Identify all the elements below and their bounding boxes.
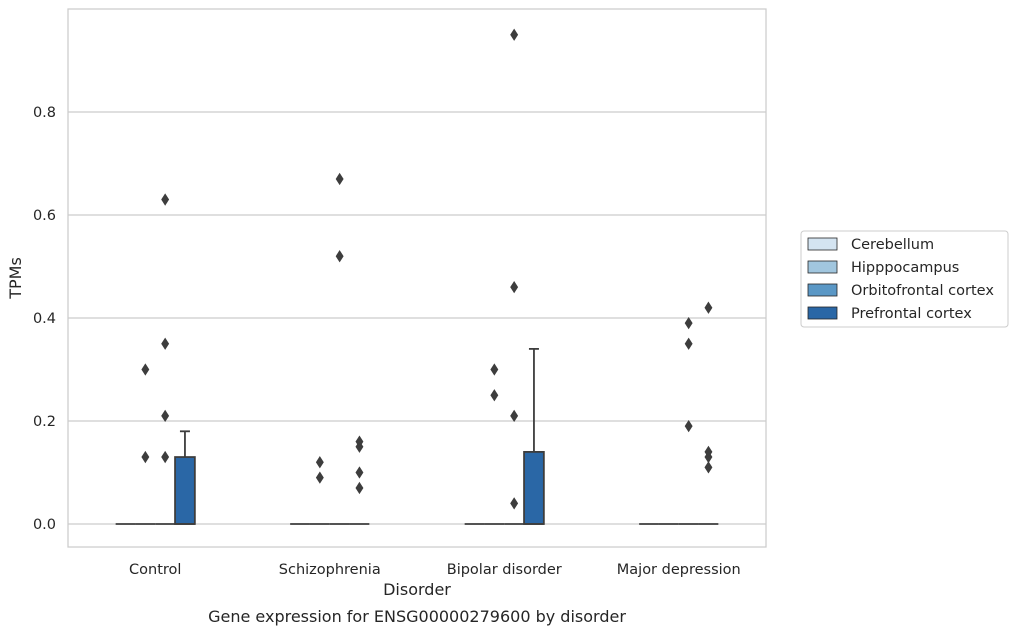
y-tick-label: 0.8 — [33, 105, 56, 121]
y-tick-label: 0.4 — [33, 311, 56, 327]
grid-lines — [68, 111, 766, 525]
x-tick-label: Control — [129, 562, 181, 578]
y-axis-title: TPMs — [6, 257, 25, 300]
outlier-point — [141, 450, 150, 464]
outlier-point — [510, 28, 519, 41]
x-tick-label: Bipolar disorder — [447, 562, 562, 578]
x-axis-title: Disorder — [383, 580, 451, 599]
legend-label-orbitofrontal: Orbitofrontal cortex — [851, 283, 994, 299]
outlier-point — [355, 466, 364, 479]
plot-area-frame — [67, 8, 767, 548]
outliers — [141, 28, 713, 510]
outlier-point — [704, 461, 713, 474]
outlier-point — [510, 497, 519, 510]
outlier-point — [355, 435, 364, 448]
x-tick-label: Schizophrenia — [279, 562, 381, 578]
outlier-point — [490, 363, 499, 376]
outlier-point — [141, 363, 150, 376]
outlier-point — [704, 445, 713, 459]
legend-swatch-orbitofrontal — [807, 283, 838, 297]
outlier-point — [315, 456, 324, 469]
boxes — [115, 347, 719, 525]
outlier-point — [161, 409, 170, 423]
outlier-point — [315, 471, 324, 484]
y-tick-label: 0.2 — [33, 414, 56, 430]
legend-swatch-hippocampus — [807, 260, 838, 274]
box-prefrontal-cortex — [523, 450, 545, 525]
outlier-point — [684, 337, 693, 350]
legend-label-hippocampus: Hipppocampus — [851, 260, 959, 276]
y-tick-label: 0.6 — [33, 208, 56, 224]
chart-title: Gene expression for ENSG00000279600 by d… — [208, 607, 626, 626]
y-tick-labels: 0.0 0.2 0.4 0.6 0.8 — [33, 105, 56, 533]
outlier-point — [161, 450, 170, 464]
x-tick-labels: Control Schizophrenia Bipolar disorder Majo… — [129, 562, 741, 578]
outlier-point — [684, 419, 693, 433]
legend: Cerebellum Hipppocampus Orbitofrontal co… — [800, 230, 1009, 328]
outlier-point — [510, 409, 519, 423]
outlier-point — [704, 301, 713, 314]
outlier-point — [335, 250, 344, 263]
legend-swatch-cerebellum — [807, 237, 838, 251]
legend-label-cerebellum: Cerebellum — [851, 237, 934, 253]
outlier-point — [335, 172, 344, 186]
box-prefrontal-cortex — [174, 456, 196, 525]
outlier-point — [510, 280, 519, 294]
outlier-point — [355, 481, 364, 495]
legend-frame — [800, 230, 1009, 328]
x-tick-label: Major depression — [617, 562, 741, 578]
outlier-point — [490, 389, 499, 402]
y-tick-label: 0.0 — [33, 517, 56, 533]
outlier-point — [161, 337, 170, 350]
outlier-point — [684, 316, 693, 330]
legend-label-prefrontal: Prefrontal cortex — [851, 306, 972, 322]
legend-swatch-prefrontal — [807, 306, 838, 320]
outlier-point — [161, 193, 170, 206]
